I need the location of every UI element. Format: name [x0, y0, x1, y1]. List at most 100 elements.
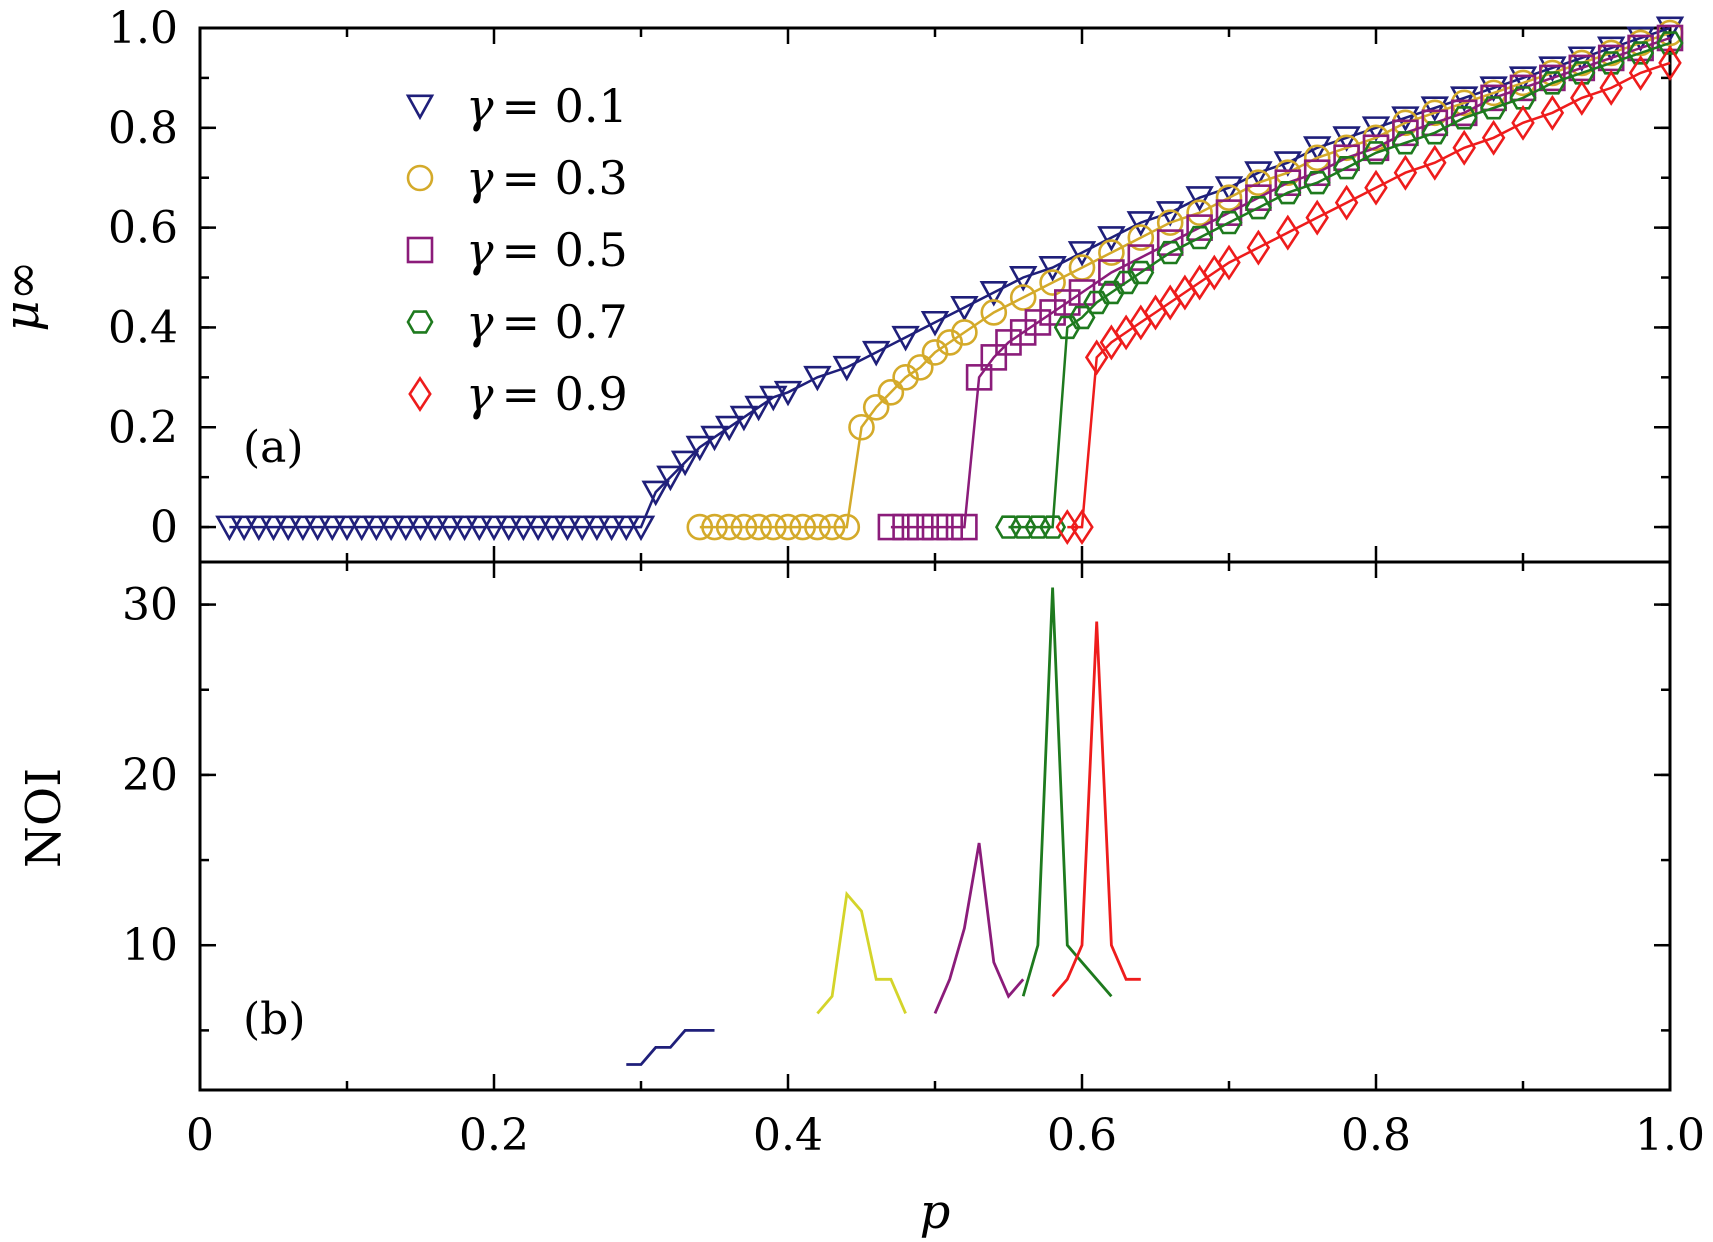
data-point [1053, 315, 1081, 340]
data-point [891, 325, 920, 352]
data-point [1597, 51, 1625, 75]
data-point [921, 339, 949, 366]
data-point [862, 393, 890, 421]
data-point [538, 515, 568, 542]
data-point [936, 513, 964, 541]
data-point [1245, 169, 1272, 197]
data-point [626, 515, 656, 542]
series-a-4 [1055, 44, 1682, 546]
data-point [1156, 240, 1184, 265]
panel-b-ylabel: NOI [16, 768, 72, 868]
data-point [215, 515, 244, 542]
data-point [744, 395, 773, 422]
data-point [803, 365, 832, 392]
legend-marker [406, 164, 434, 192]
data-point [1538, 56, 1567, 83]
data-point [951, 513, 978, 541]
data-point [1245, 184, 1272, 211]
data-point [1276, 214, 1300, 251]
data-point [789, 513, 817, 541]
data-point [1038, 256, 1067, 282]
data-point [582, 515, 612, 542]
data-point [921, 513, 949, 541]
data-point [435, 515, 465, 542]
data-point [848, 413, 875, 441]
data-point [1097, 226, 1126, 252]
data-point [685, 435, 715, 462]
data-point [1083, 290, 1111, 315]
data-point [347, 515, 376, 542]
data-point [1097, 280, 1125, 305]
data-point [1421, 109, 1449, 137]
legend-label: γ = 0.9 [466, 367, 628, 421]
legend-gamma: γ [466, 367, 494, 421]
data-point [494, 515, 523, 542]
noi-series-line-2 [933, 842, 1025, 1014]
data-point [1655, 16, 1685, 43]
data-point [1112, 270, 1140, 295]
data-point [1509, 74, 1537, 102]
data-point [877, 513, 905, 541]
data-point [1024, 309, 1052, 336]
y-tick-label: 0.8 [108, 103, 178, 154]
data-point [1333, 156, 1361, 180]
data-point [906, 513, 934, 541]
data-point [376, 515, 406, 542]
data-point [523, 515, 553, 542]
data-point [759, 513, 787, 541]
legend-marker [405, 94, 435, 121]
series-a-1 [686, 19, 1684, 541]
panel-a-ylabel: μ∞ [0, 260, 50, 331]
data-point [1509, 86, 1537, 110]
data-point [1217, 244, 1241, 281]
data-point [1627, 41, 1655, 65]
legend-label: γ = 0.1 [466, 79, 628, 133]
data-point [1450, 106, 1478, 130]
data-point [715, 513, 743, 541]
data-point [612, 515, 641, 542]
data-point [509, 515, 538, 542]
series-a-3 [994, 31, 1684, 539]
legend-label: γ = 0.3 [466, 151, 628, 205]
data-point [745, 513, 772, 541]
data-point [1054, 289, 1081, 316]
data-point [259, 515, 288, 542]
data-point [1656, 31, 1684, 55]
data-point [1215, 199, 1243, 226]
data-point [950, 295, 979, 322]
data-point [951, 319, 978, 346]
data-point [1127, 260, 1155, 285]
data-point [759, 385, 788, 412]
data-point [1480, 96, 1508, 120]
data-point [1333, 144, 1360, 172]
data-point [1008, 266, 1038, 292]
data-point [597, 515, 626, 542]
data-point [729, 405, 759, 432]
data-point [701, 513, 728, 541]
data-point [1393, 154, 1418, 191]
data-point [1628, 54, 1653, 91]
data-point [391, 515, 421, 542]
data-point [1362, 141, 1390, 165]
legend-gamma: γ [466, 151, 494, 205]
data-point [656, 465, 685, 492]
legend-gamma: γ [466, 223, 494, 277]
data-point [1009, 319, 1037, 346]
data-point [730, 513, 758, 541]
data-point [1244, 196, 1272, 220]
data-point [465, 515, 494, 542]
data-point [1568, 61, 1596, 85]
x-tick-label: 0 [186, 1110, 214, 1161]
data-point [332, 515, 362, 542]
data-point [892, 364, 919, 391]
y-tick-label: 20 [122, 750, 178, 801]
y-tick-label: 0.4 [108, 302, 178, 353]
data-point [1215, 184, 1243, 211]
data-point [1009, 284, 1037, 311]
y-tick-label: 30 [122, 580, 178, 631]
data-point [1126, 211, 1156, 237]
legend-value: = 0.3 [502, 151, 628, 205]
data-point [1156, 209, 1184, 236]
data-point [995, 329, 1022, 356]
